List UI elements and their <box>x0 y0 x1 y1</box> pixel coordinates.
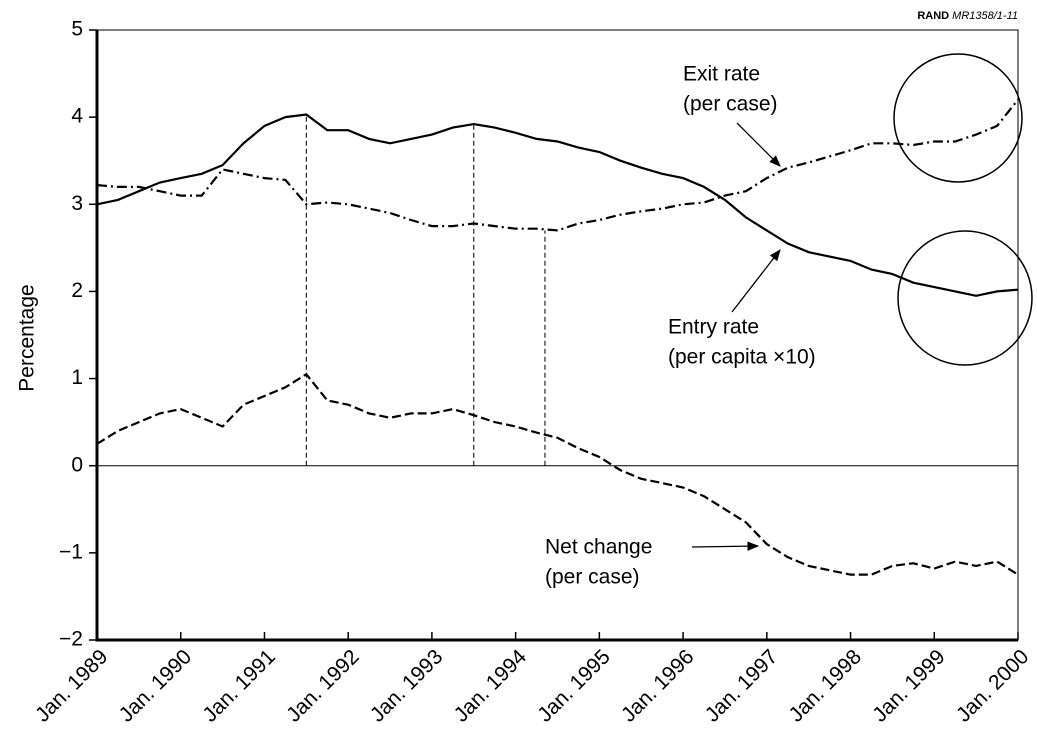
x-tick-label: Jan. 1997 <box>701 645 782 726</box>
y-axis-label: Percentage <box>16 284 39 391</box>
x-tick-label: Jan. 1993 <box>366 645 447 726</box>
annotation: (per case) <box>683 93 778 116</box>
x-tick-label: Jan. 1995 <box>533 645 614 726</box>
annotation: Exit rate <box>683 63 760 86</box>
y-tick-label: −2 <box>59 628 83 651</box>
y-tick-label: 4 <box>71 105 83 128</box>
x-tick-label: Jan. 2000 <box>952 645 1033 726</box>
x-tick-label: Jan. 1992 <box>282 645 363 726</box>
y-tick-label: 5 <box>71 18 83 41</box>
arrow <box>731 249 781 313</box>
y-tick-label: 1 <box>71 366 83 389</box>
y-tick-label: 0 <box>71 453 83 476</box>
source: RAND MR1358/1-11 <box>917 10 1018 22</box>
series-line <box>96 113 1019 297</box>
arrow <box>736 122 781 167</box>
source-org: RAND <box>917 10 949 22</box>
highlight-circle <box>897 230 1033 366</box>
x-tick-label: Jan. 1999 <box>868 645 949 726</box>
y-tick-label: 3 <box>71 192 83 215</box>
x-tick-label: Jan. 1991 <box>198 645 279 726</box>
series-line <box>96 99 1019 232</box>
annotation: (per case) <box>545 566 640 589</box>
annotation: (per capita ×10) <box>668 346 816 369</box>
x-tick-label: Jan. 1994 <box>450 645 532 727</box>
highlight-circle <box>893 53 1023 183</box>
series-line <box>96 372 1019 576</box>
arrow <box>691 541 760 551</box>
x-tick-label: Jan. 1989 <box>31 645 112 726</box>
annotation: Net change <box>545 536 652 559</box>
annotation: Entry rate <box>668 316 759 339</box>
x-tick-label: Jan. 1998 <box>785 645 866 726</box>
x-tick-label: Jan. 1990 <box>115 645 196 726</box>
y-tick-label: −1 <box>59 540 83 563</box>
y-tick-label: 2 <box>71 279 83 302</box>
x-tick-label: Jan. 1996 <box>617 645 698 726</box>
source-id: MR1358/1-11 <box>952 10 1018 22</box>
